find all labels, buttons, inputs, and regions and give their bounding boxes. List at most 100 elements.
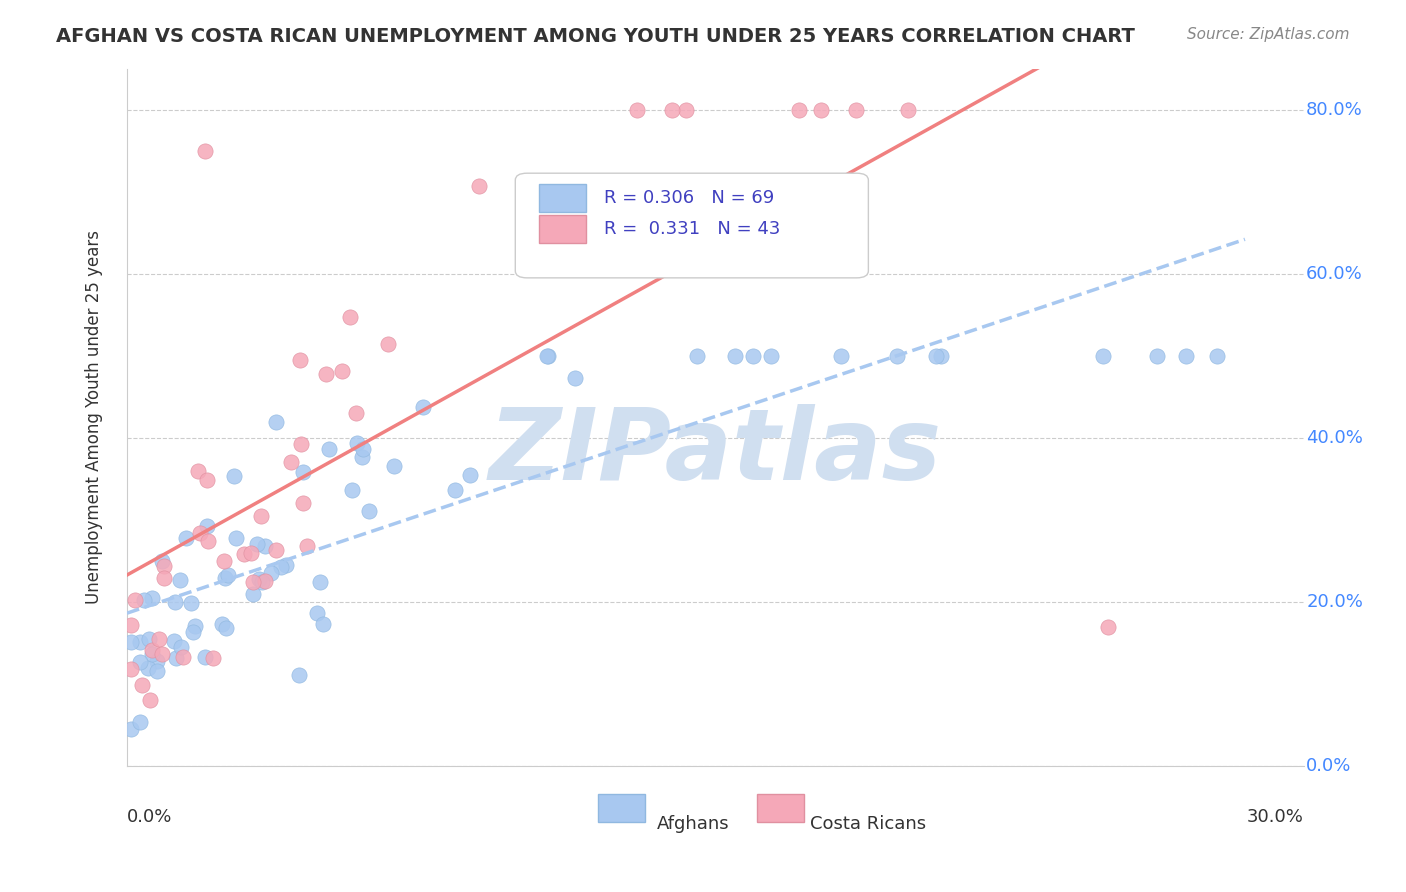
Point (350, 450, 373, 464)
Text: 80.0%: 80.0% (1306, 101, 1362, 119)
Point (761, 349, 783, 363)
Point (136, 661, 159, 675)
Text: ZIPatlas: ZIPatlas (489, 404, 942, 500)
Bar (756, 794, 804, 822)
Point (675, 103, 697, 117)
Point (686, 349, 709, 363)
Point (830, 349, 852, 363)
Point (148, 632, 170, 647)
Text: R =  0.331   N = 43: R = 0.331 N = 43 (603, 220, 780, 238)
Point (129, 714, 152, 729)
Text: 0.0%: 0.0% (1306, 757, 1351, 775)
Point (141, 591, 163, 605)
Point (195, 519, 218, 533)
FancyBboxPatch shape (538, 215, 586, 243)
Point (339, 310, 361, 325)
Point (886, 349, 908, 363)
Point (153, 559, 176, 574)
Y-axis label: Unemployment Among Youth under 25 years: Unemployment Among Youth under 25 years (86, 230, 103, 605)
Point (270, 560, 292, 574)
Point (246, 537, 269, 551)
Point (131, 678, 153, 692)
Point (124, 593, 146, 607)
Point (352, 442, 374, 457)
Point (741, 349, 763, 363)
Point (120, 722, 142, 736)
Point (129, 655, 152, 669)
Point (253, 539, 276, 553)
Point (188, 525, 211, 540)
Point (165, 651, 187, 665)
Point (120, 662, 142, 676)
Point (132, 593, 155, 607)
Point (315, 368, 337, 382)
Point (288, 353, 311, 368)
Point (564, 371, 586, 385)
Point (458, 468, 481, 483)
Point (128, 635, 150, 649)
Point (1175, 349, 1198, 363)
Point (382, 458, 405, 473)
Point (233, 548, 256, 562)
Point (1091, 349, 1114, 363)
Text: AFGHAN VS COSTA RICAN UNEMPLOYMENT AMONG YOUTH UNDER 25 YEARS CORRELATION CHART: AFGHAN VS COSTA RICAN UNEMPLOYMENT AMONG… (56, 27, 1135, 45)
Point (444, 483, 467, 497)
Point (254, 574, 277, 588)
Point (247, 573, 270, 587)
Text: Source: ZipAtlas.com: Source: ZipAtlas.com (1187, 27, 1350, 42)
Point (288, 668, 311, 682)
Text: Afghans: Afghans (657, 815, 730, 833)
Point (312, 617, 335, 632)
Point (274, 558, 297, 573)
Text: 20.0%: 20.0% (1306, 593, 1362, 611)
Point (845, 103, 868, 117)
Point (897, 103, 920, 117)
Text: 0.0%: 0.0% (127, 808, 173, 826)
Point (295, 540, 318, 554)
Point (138, 632, 160, 646)
Point (146, 664, 169, 678)
Point (201, 650, 224, 665)
Point (344, 406, 367, 420)
Point (211, 617, 233, 632)
Point (925, 349, 948, 363)
Point (195, 473, 218, 487)
Point (929, 349, 952, 363)
Point (152, 571, 174, 585)
Point (224, 469, 246, 483)
Point (176, 531, 198, 545)
Point (468, 178, 491, 193)
Point (1205, 349, 1227, 363)
Point (264, 415, 287, 429)
Point (180, 596, 202, 610)
Point (308, 575, 330, 590)
Point (724, 349, 747, 363)
Point (537, 349, 560, 363)
Point (626, 103, 648, 117)
Point (163, 633, 186, 648)
Point (1146, 349, 1168, 363)
Point (1097, 620, 1119, 634)
Text: Costa Ricans: Costa Ricans (810, 815, 925, 833)
Point (249, 508, 271, 523)
Point (291, 496, 314, 510)
Point (810, 103, 832, 117)
Point (280, 455, 302, 469)
Point (141, 648, 163, 662)
Point (169, 573, 191, 587)
Point (120, 617, 142, 632)
Point (250, 575, 273, 590)
Point (346, 435, 368, 450)
Point (242, 575, 264, 590)
Point (340, 483, 363, 497)
Point (150, 554, 173, 568)
Point (330, 363, 353, 377)
Point (225, 531, 247, 545)
Point (305, 606, 328, 620)
Point (139, 693, 162, 707)
Point (141, 643, 163, 657)
Text: 60.0%: 60.0% (1306, 265, 1362, 283)
Point (184, 618, 207, 632)
Point (194, 649, 217, 664)
Point (150, 647, 173, 661)
